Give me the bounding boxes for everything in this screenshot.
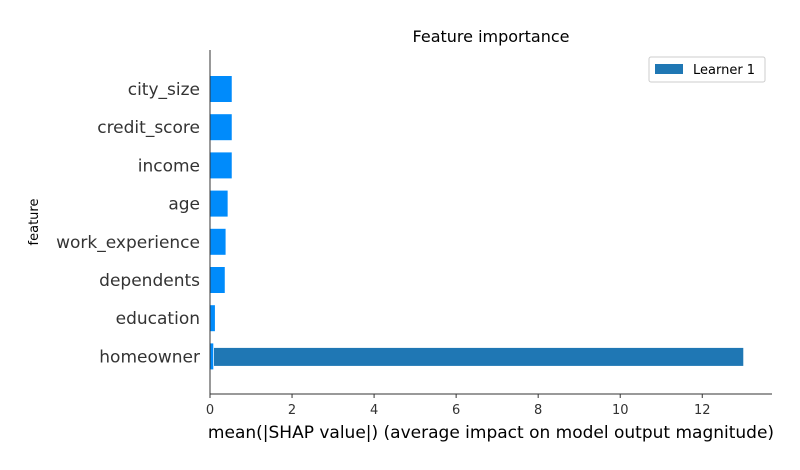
axes-layer	[209, 50, 772, 395]
category-label-income: income	[138, 156, 200, 176]
bar-credit_score	[210, 114, 232, 141]
category-label-credit_score: credit_score	[97, 118, 200, 138]
y-axis-label: feature	[27, 199, 42, 246]
x-tick-label-8: 8	[534, 403, 542, 418]
category-label-homeowner: homeowner	[99, 347, 200, 367]
bar-age	[210, 190, 228, 217]
x-tick-label-0: 0	[206, 403, 214, 418]
bar-homeowner	[210, 343, 214, 370]
category-label-age: age	[168, 195, 200, 215]
bars-layer	[210, 76, 744, 370]
bar-city_size	[210, 76, 232, 102]
legend-swatch	[655, 64, 683, 74]
bar-work_experience	[210, 228, 226, 255]
category-label-city_size: city_size	[128, 80, 200, 100]
x-tick-label-6: 6	[452, 403, 460, 418]
category-label-work_experience: work_experience	[56, 233, 200, 253]
category-label-education: education	[116, 309, 200, 329]
legend: Learner 1	[648, 56, 766, 83]
legend-label: Learner 1	[693, 63, 755, 78]
bar-education	[210, 305, 215, 332]
bar-learner-1-homeowner	[214, 347, 744, 366]
ticks-layer: 0 2 4 6 8 10 12	[206, 394, 711, 418]
x-tick-label-10: 10	[612, 403, 629, 418]
x-tick-label-4: 4	[370, 403, 378, 418]
x-tick-label-12: 12	[694, 403, 711, 418]
bar-income	[210, 152, 232, 179]
bar-dependents	[210, 267, 225, 293]
legend-box	[648, 56, 766, 83]
x-axis-label: mean(|SHAP value|) (average impact on mo…	[208, 423, 774, 443]
x-tick-label-2: 2	[288, 403, 296, 418]
chart-title: Feature importance	[413, 27, 570, 46]
category-label-dependents: dependents	[99, 271, 200, 291]
